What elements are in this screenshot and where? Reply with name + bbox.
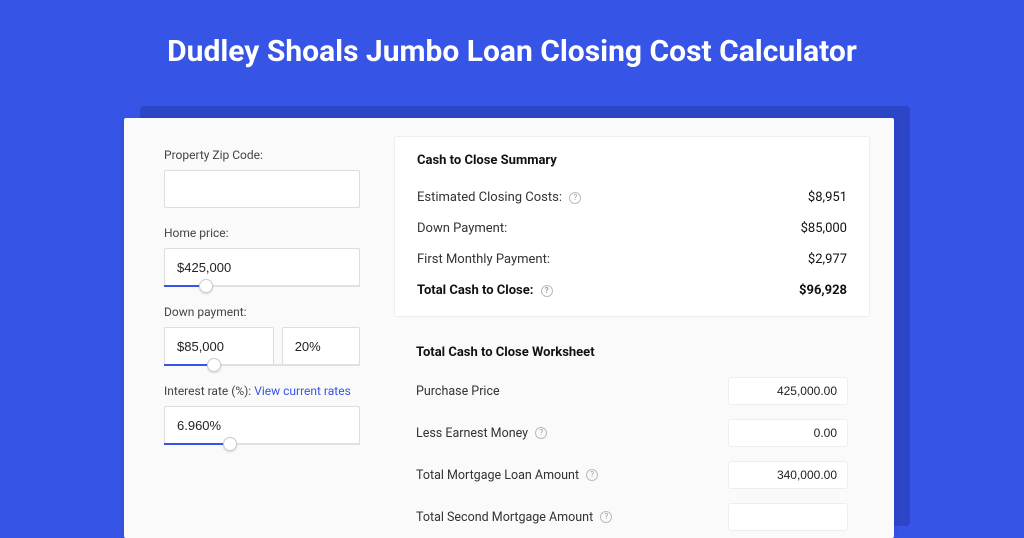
summary-value: $2,977 <box>808 252 847 267</box>
help-icon[interactable]: ? <box>586 469 598 481</box>
slider-fill <box>164 285 199 287</box>
summary-label: First Monthly Payment: <box>417 252 550 267</box>
summary-row-closing-costs: Estimated Closing Costs: ? $8,951 <box>417 182 847 213</box>
help-icon[interactable]: ? <box>569 192 581 204</box>
worksheet-row-earnest-money: Less Earnest Money ? <box>394 412 870 454</box>
help-icon[interactable]: ? <box>535 427 547 439</box>
slider-thumb[interactable] <box>199 279 213 293</box>
home-price-field: Home price: <box>164 226 360 287</box>
interest-rate-label: Interest rate (%): View current rates <box>164 384 360 398</box>
worksheet-row-purchase-price: Purchase Price <box>394 370 870 412</box>
interest-rate-input[interactable] <box>164 406 360 444</box>
home-price-slider[interactable] <box>164 285 360 287</box>
slider-fill <box>164 443 223 445</box>
worksheet-label: Purchase Price <box>416 384 500 399</box>
interest-rate-field: Interest rate (%): View current rates <box>164 384 360 445</box>
summary-row-first-payment: First Monthly Payment: $2,977 <box>417 244 847 275</box>
zip-input[interactable] <box>164 170 360 208</box>
summary-value: $96,928 <box>799 283 847 298</box>
slider-fill <box>164 364 207 366</box>
summary-label-text: Total Cash to Close: <box>417 283 533 298</box>
home-price-input[interactable] <box>164 248 360 286</box>
summary-value: $8,951 <box>808 190 847 205</box>
worksheet-label: Total Mortgage Loan Amount ? <box>416 468 598 483</box>
down-payment-pct-input[interactable] <box>282 327 360 365</box>
worksheet-label: Less Earnest Money ? <box>416 426 547 441</box>
worksheet-row-second-mortgage: Total Second Mortgage Amount ? <box>394 496 870 538</box>
worksheet-title: Total Cash to Close Worksheet <box>394 331 870 370</box>
down-payment-slider[interactable] <box>164 364 360 366</box>
help-icon[interactable]: ? <box>600 511 612 523</box>
summary-label: Total Cash to Close: ? <box>417 283 553 298</box>
worksheet-input[interactable] <box>728 503 848 531</box>
worksheet-input[interactable] <box>728 377 848 405</box>
summary-value: $85,000 <box>801 221 847 236</box>
calculator-card: Property Zip Code: Home price: Down paym… <box>124 118 894 538</box>
summary-block: Cash to Close Summary Estimated Closing … <box>394 136 870 317</box>
slider-thumb[interactable] <box>223 437 237 451</box>
zip-field: Property Zip Code: <box>164 148 360 208</box>
interest-rate-label-text: Interest rate (%): <box>164 384 251 398</box>
down-payment-label: Down payment: <box>164 305 360 319</box>
results-column: Cash to Close Summary Estimated Closing … <box>384 118 894 538</box>
interest-rate-slider[interactable] <box>164 443 360 445</box>
page-title: Dudley Shoals Jumbo Loan Closing Cost Ca… <box>0 0 1024 95</box>
help-icon[interactable]: ? <box>541 285 553 297</box>
summary-label-text: Estimated Closing Costs: <box>417 190 562 205</box>
summary-title: Cash to Close Summary <box>417 153 847 168</box>
home-price-label: Home price: <box>164 226 360 240</box>
summary-label: Down Payment: <box>417 221 507 236</box>
slider-thumb[interactable] <box>207 358 221 372</box>
summary-row-total: Total Cash to Close: ? $96,928 <box>417 275 847 306</box>
inputs-column: Property Zip Code: Home price: Down paym… <box>124 118 384 538</box>
worksheet-label-text: Total Mortgage Loan Amount <box>416 468 579 483</box>
worksheet-row-mortgage-amount: Total Mortgage Loan Amount ? <box>394 454 870 496</box>
worksheet-input[interactable] <box>728 419 848 447</box>
worksheet-block: Total Cash to Close Worksheet Purchase P… <box>394 331 870 538</box>
view-rates-link[interactable]: View current rates <box>254 384 351 398</box>
worksheet-label-text: Less Earnest Money <box>416 426 528 441</box>
zip-label: Property Zip Code: <box>164 148 360 162</box>
worksheet-input[interactable] <box>728 461 848 489</box>
summary-label: Estimated Closing Costs: ? <box>417 190 581 205</box>
down-payment-field: Down payment: <box>164 305 360 366</box>
summary-row-down-payment: Down Payment: $85,000 <box>417 213 847 244</box>
